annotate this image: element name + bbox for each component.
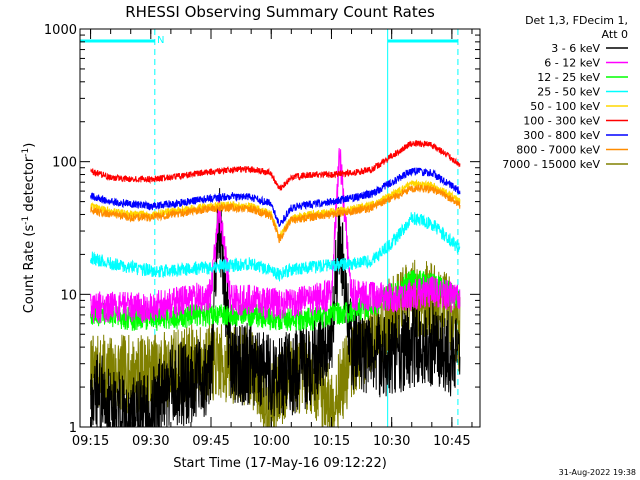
y-axis-label-sup1: -1	[21, 216, 31, 225]
x-tick-label: 10:00	[253, 434, 290, 449]
y-tick-label: 10	[60, 288, 77, 303]
series-line-1	[90, 148, 461, 324]
plot-frame	[79, 28, 481, 428]
x-tick-label: 09:15	[72, 434, 109, 449]
x-tick-label: 10:30	[373, 434, 410, 449]
y-tick-label: 100	[52, 156, 77, 171]
y-axis-label: Count Rate (s-1 detector-1)	[21, 143, 37, 314]
x-axis: 09:15 09:30 09:45 10:00 10:15 10:30 10:45	[72, 29, 473, 449]
x-tick-label: 09:30	[132, 434, 169, 449]
legend-label-6: 300 - 800 keV	[523, 129, 600, 142]
legend-label-5: 100 - 300 keV	[523, 115, 600, 128]
series-line-3	[90, 212, 461, 282]
y-axis-label-end: )	[22, 143, 37, 148]
chart-title: RHESSI Observing Summary Count Rates	[125, 3, 435, 21]
series-lines	[90, 140, 461, 429]
legend: Det 1,3, FDecim 1, Att 0 3 - 6 keV 6 - 12…	[502, 14, 628, 171]
legend-label-0: 3 - 6 keV	[551, 42, 600, 55]
y-axis-label-main: Count Rate (s	[22, 225, 37, 314]
legend-label-3: 25 - 50 keV	[537, 86, 600, 99]
footer-date: 31-Aug-2022 19:38	[559, 468, 636, 477]
y-tick-label: 1000	[44, 23, 77, 38]
legend-label-4: 50 - 100 keV	[530, 100, 600, 113]
legend-label-8: 7000 - 15000 keV	[502, 158, 600, 171]
series-line-5	[90, 140, 461, 191]
x-tick-label: 10:15	[313, 434, 350, 449]
y-tick-label: 1	[69, 421, 77, 436]
y-axis-label-mid: detector	[22, 156, 37, 216]
y-axis: 1 10 100 1000	[44, 23, 480, 436]
x-tick-label: 09:45	[192, 434, 229, 449]
series-line-0	[90, 188, 461, 429]
x-axis-label: Start Time (17-May-16 09:12:22)	[173, 456, 387, 471]
legend-label-2: 12 - 25 keV	[537, 71, 600, 84]
series-line-7	[90, 183, 461, 244]
x-tick-label: 10:45	[433, 434, 470, 449]
legend-label-1: 6 - 12 keV	[544, 57, 600, 70]
legend-label-7: 800 - 7000 keV	[516, 144, 600, 157]
series-line-6	[90, 167, 461, 227]
legend-header-line2: Att 0	[602, 28, 628, 41]
y-axis-label-sup2: -1	[21, 148, 31, 157]
legend-header-line1: Det 1,3, FDecim 1,	[525, 14, 628, 27]
night-marker: N	[157, 35, 164, 46]
